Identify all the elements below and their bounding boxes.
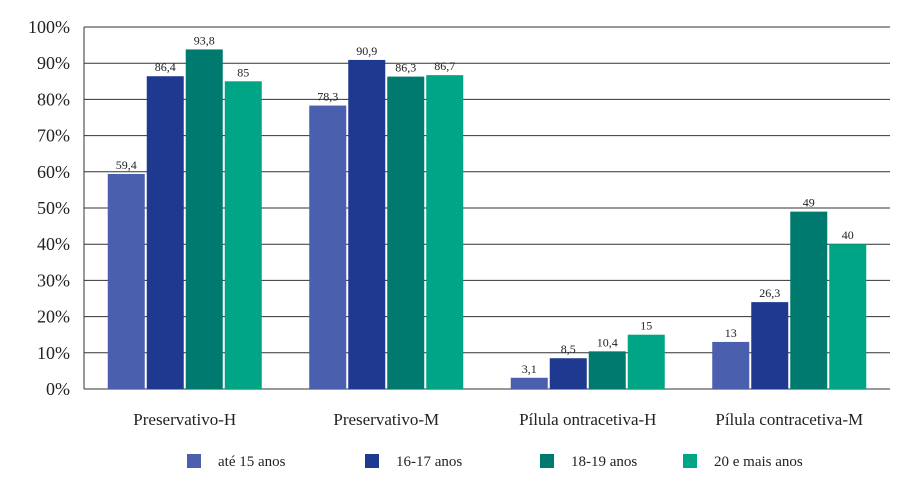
y-tick-label: 60% (37, 162, 70, 182)
y-tick-label: 90% (37, 53, 70, 73)
bar (224, 81, 262, 390)
data-label: 59,4 (116, 158, 137, 172)
bar (627, 334, 665, 389)
y-tick-label: 80% (37, 89, 70, 109)
x-category-label: Pílula contracetiva-M (715, 410, 863, 429)
data-label: 40 (842, 228, 854, 242)
bar (829, 244, 867, 389)
bar (790, 211, 828, 389)
legend-entry-label: 16-17 anos (396, 454, 462, 470)
data-label: 86,4 (155, 60, 176, 74)
data-label: 15 (640, 319, 652, 333)
data-label: 90,9 (356, 44, 377, 58)
legend-swatch (187, 454, 201, 468)
y-tick-label: 30% (37, 270, 70, 290)
bar (348, 59, 386, 389)
bar (588, 351, 626, 389)
bar (387, 76, 425, 390)
y-tick-label: 50% (37, 198, 70, 218)
data-label: 86,7 (434, 59, 455, 73)
data-label: 78,3 (317, 90, 338, 104)
y-tick-label: 70% (37, 126, 70, 146)
y-tick-label: 0% (46, 379, 70, 399)
data-label: 26,3 (759, 286, 780, 300)
x-category-label: Preservativo-M (333, 410, 439, 429)
legend-entry-label: até 15 anos (218, 454, 286, 470)
legend-entry-label: 20 e mais anos (714, 454, 803, 470)
data-label: 86,3 (395, 61, 416, 75)
y-tick-label: 100% (28, 17, 70, 37)
data-label: 3,1 (522, 362, 537, 376)
x-category-label: Pílula ontracetiva-H (519, 410, 656, 429)
data-label: 49 (803, 196, 815, 210)
y-tick-label: 20% (37, 307, 70, 327)
bar (751, 302, 789, 389)
bar (712, 341, 750, 389)
legend-swatch (365, 454, 379, 468)
bar (549, 358, 587, 389)
legend-swatch (683, 454, 697, 468)
bars (107, 49, 867, 390)
legend-entry-label: 18-19 anos (571, 454, 637, 470)
data-label: 8,5 (561, 342, 576, 356)
bar (146, 76, 184, 390)
y-tick-label: 10% (37, 343, 70, 363)
data-labels: 59,4 86,4 93,8 85 78,3 90,9 86,3 86,7 3,1 8,5 10,4… (116, 33, 854, 375)
bar (510, 377, 548, 389)
bar (107, 173, 145, 389)
data-label: 93,8 (194, 33, 215, 47)
legend: até 15 anos 16-17 anos 18-19 anos 20 e mais… (187, 454, 803, 470)
bar (309, 105, 347, 389)
legend-swatch (540, 454, 554, 468)
data-label: 13 (725, 326, 737, 340)
y-tick-label: 40% (37, 234, 70, 254)
category-labels: Preservativo-H Preservativo-M Pílula ontra… (133, 410, 863, 429)
x-category-label: Preservativo-H (133, 410, 236, 429)
bar (185, 49, 223, 389)
data-label: 10,4 (597, 335, 618, 349)
bar (426, 75, 464, 390)
data-label: 85 (237, 65, 249, 79)
